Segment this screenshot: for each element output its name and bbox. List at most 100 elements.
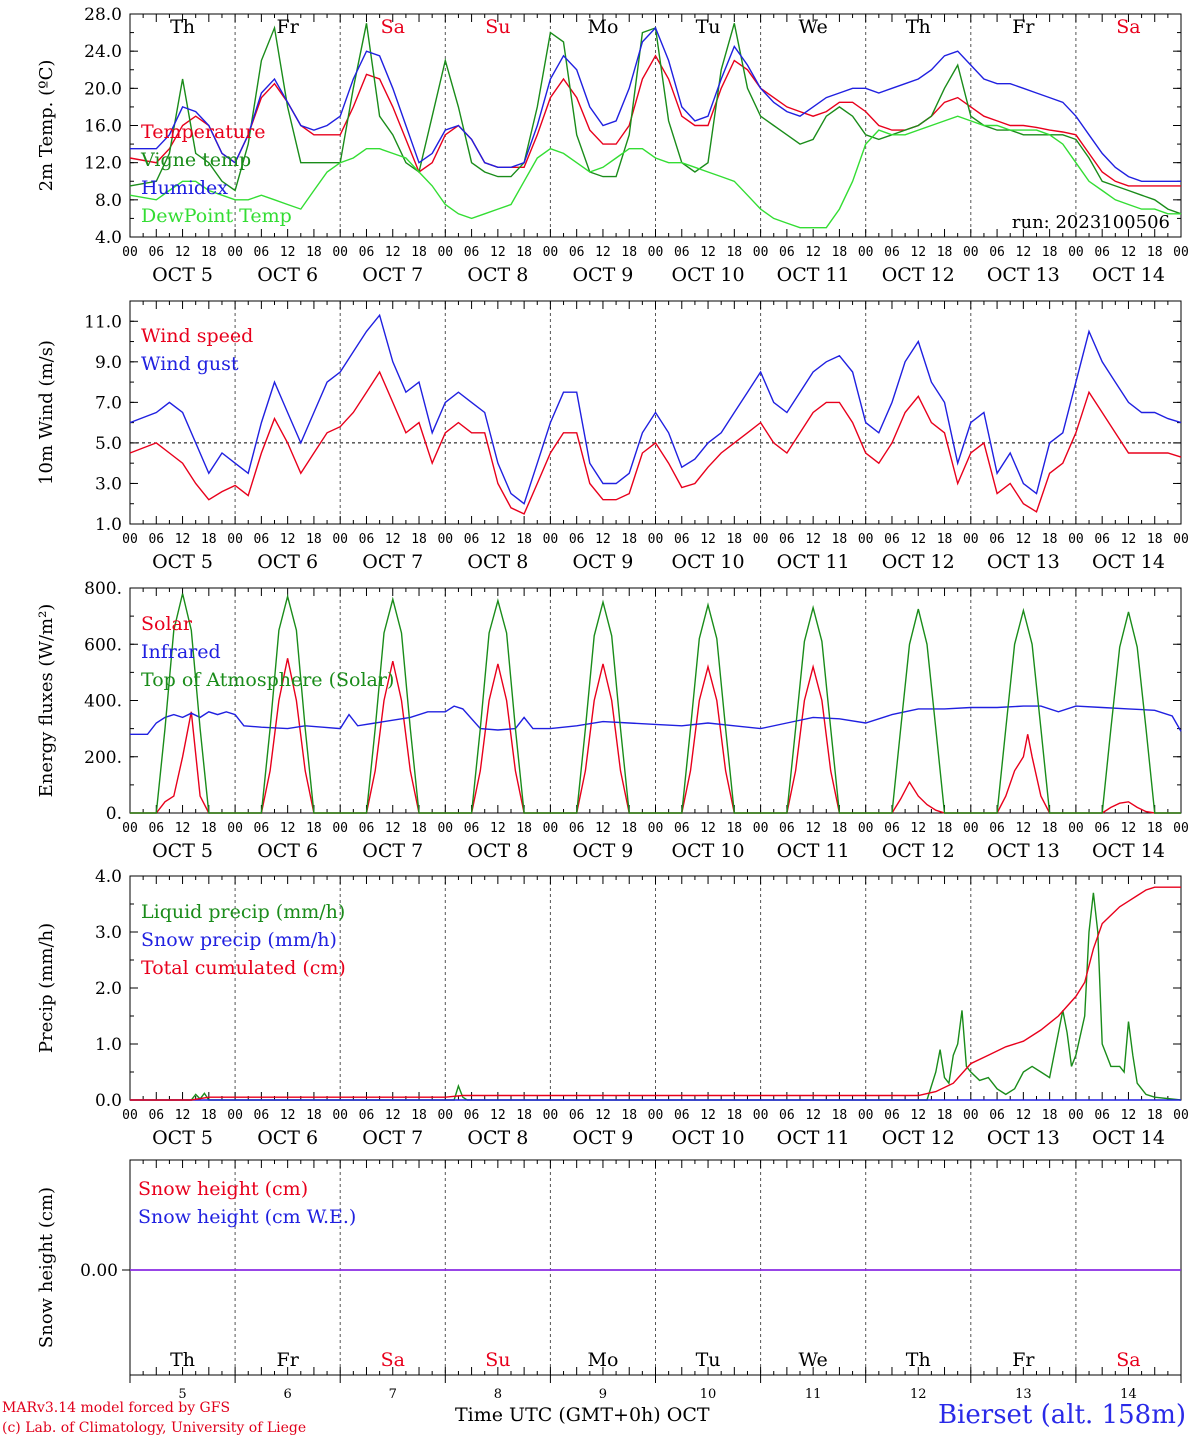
hour-tick-label: 18 — [1042, 1108, 1058, 1123]
weekday-label-top: We — [799, 16, 828, 38]
day-date-label: OCT 5 — [152, 551, 213, 573]
hour-tick-label: 06 — [779, 821, 795, 836]
hour-tick-label: 00 — [648, 245, 664, 260]
y-axis-label-energy: Energy fluxes (W/m²) — [36, 604, 57, 798]
hour-tick-label: 00 — [963, 532, 979, 547]
day-number-label: 5 — [178, 1387, 186, 1402]
hour-tick-label: 06 — [989, 245, 1005, 260]
hour-tick-label: 12 — [700, 1108, 716, 1123]
hour-tick-label: 18 — [937, 245, 953, 260]
hour-tick-label: 06 — [254, 1108, 270, 1123]
hour-tick-label: 00 — [1173, 532, 1189, 547]
hour-tick-label: 12 — [490, 1108, 506, 1123]
hour-tick-label: 12 — [490, 821, 506, 836]
hour-tick-label: 12 — [280, 821, 296, 836]
hour-tick-label: 18 — [832, 532, 848, 547]
day-date-label: OCT 6 — [257, 840, 318, 862]
hour-tick-label: 06 — [1094, 821, 1110, 836]
hour-tick-label: 06 — [254, 532, 270, 547]
hour-tick-label: 12 — [1121, 245, 1137, 260]
hour-tick-label: 06 — [884, 1108, 900, 1123]
model-credit: MARv3.14 model forced by GFS — [2, 1400, 231, 1416]
hour-tick-label: 12 — [910, 245, 926, 260]
hour-tick-label: 00 — [332, 245, 348, 260]
y-axis-label-wind: 10m Wind (m/s) — [36, 340, 57, 485]
hour-tick-label: 00 — [753, 532, 769, 547]
legend-entry: Solar — [141, 613, 193, 635]
y-tick-label: 200. — [84, 748, 122, 768]
hour-tick-label: 18 — [1147, 532, 1163, 547]
legend-entry: Snow height (cm) — [138, 1178, 308, 1200]
day-date-label: OCT 5 — [152, 840, 213, 862]
hour-tick-label: 18 — [201, 821, 217, 836]
hour-tick-label: 00 — [1173, 245, 1189, 260]
day-date-label: OCT 14 — [1092, 551, 1165, 573]
hour-tick-label: 12 — [1016, 1108, 1032, 1123]
hour-tick-label: 12 — [595, 821, 611, 836]
hour-tick-label: 12 — [490, 532, 506, 547]
hour-tick-label: 00 — [963, 245, 979, 260]
y-tick-label: 9.0 — [95, 353, 122, 373]
day-date-label: OCT 8 — [467, 264, 528, 286]
panel-frame-energy — [129, 587, 1182, 814]
day-date-label: OCT 7 — [362, 840, 423, 862]
hour-tick-label: 12 — [1121, 1108, 1137, 1123]
hour-tick-label: 00 — [753, 1108, 769, 1123]
y-tick-label: 0. — [106, 804, 122, 824]
y-tick-label: 12.0 — [84, 154, 122, 174]
hour-tick-label: 18 — [306, 1108, 322, 1123]
hour-tick-label: 00 — [1173, 1108, 1189, 1123]
hour-tick-label: 00 — [437, 245, 453, 260]
legend-entry: Snow height (cm W.E.) — [138, 1206, 356, 1228]
y-tick-label: 24.0 — [84, 42, 122, 62]
legend-entry: Infrared — [141, 641, 221, 663]
day-date-label: OCT 10 — [672, 264, 745, 286]
hour-tick-label: 12 — [1016, 245, 1032, 260]
day-date-label: OCT 10 — [672, 840, 745, 862]
hour-tick-label: 06 — [884, 245, 900, 260]
day-number-label: 10 — [700, 1387, 717, 1402]
day-date-label: OCT 13 — [987, 551, 1060, 573]
hour-tick-label: 18 — [1147, 1108, 1163, 1123]
hour-tick-label: 12 — [805, 532, 821, 547]
hour-tick-label: 06 — [1094, 532, 1110, 547]
hour-tick-label: 18 — [1042, 821, 1058, 836]
hour-tick-label: 18 — [937, 1108, 953, 1123]
y-tick-label: 7.0 — [95, 393, 122, 413]
day-date-label: OCT 13 — [987, 1127, 1060, 1149]
hour-tick-label: 00 — [963, 1108, 979, 1123]
hour-tick-label: 18 — [201, 532, 217, 547]
series-line-humidex — [130, 26, 1181, 182]
y-tick-label: 1.0 — [95, 515, 122, 535]
hour-tick-label: 12 — [1121, 532, 1137, 547]
y-tick-label: 4.0 — [95, 228, 122, 248]
y-tick-label: 8.0 — [95, 191, 122, 211]
hour-tick-label: 00 — [122, 1108, 138, 1123]
hour-tick-label: 12 — [175, 245, 191, 260]
hour-tick-label: 06 — [464, 821, 480, 836]
series-line-temperature — [129, 54, 1181, 187]
legend-entry: Wind speed — [141, 325, 253, 347]
weekday-label-bottom: Fr — [1012, 1349, 1035, 1371]
hour-tick-label: 00 — [648, 821, 664, 836]
weekday-label-bottom: Th — [170, 1349, 195, 1371]
hour-tick-label: 00 — [227, 1108, 243, 1123]
day-date-label: OCT 12 — [882, 840, 955, 862]
hour-tick-label: 18 — [411, 821, 427, 836]
hour-tick-label: 18 — [937, 821, 953, 836]
hour-tick-label: 18 — [411, 245, 427, 260]
day-date-label: OCT 10 — [672, 1127, 745, 1149]
y-tick-label: 11.0 — [84, 312, 122, 332]
hour-tick-label: 00 — [332, 1108, 348, 1123]
weekday-label-bottom: We — [799, 1349, 828, 1371]
hour-tick-label: 12 — [175, 532, 191, 547]
series-line-wind-speed — [129, 370, 1182, 515]
hour-tick-label: 12 — [910, 532, 926, 547]
hour-tick-label: 00 — [858, 821, 874, 836]
hour-tick-label: 00 — [963, 821, 979, 836]
legend-entry: DewPoint Temp — [141, 205, 292, 227]
hour-tick-label: 12 — [280, 532, 296, 547]
hour-tick-label: 00 — [1068, 532, 1084, 547]
hour-tick-label: 18 — [306, 245, 322, 260]
y-tick-label: 16.0 — [84, 117, 122, 137]
